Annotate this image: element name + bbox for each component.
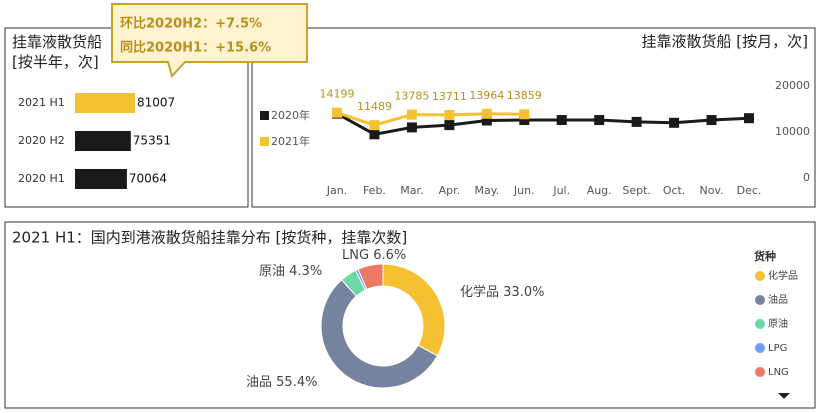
annotation: 同比2020H1：+15.6% [120, 40, 271, 56]
point [669, 117, 680, 128]
point [406, 109, 417, 120]
legend-label: 2020年 [271, 108, 310, 122]
x-tick-label: Dec. [737, 184, 762, 197]
line [336, 112, 750, 136]
x-tick-label: May. [474, 184, 499, 197]
data-label-name: LNG [342, 248, 369, 263]
x-tick-label: Jun. [513, 184, 535, 197]
value-label: 81007 [137, 96, 175, 110]
data-label-value: 6.6% [373, 248, 406, 263]
value-label: 13711 [432, 90, 467, 103]
scroll-arrow [778, 393, 790, 399]
slice [382, 263, 446, 357]
y-tick-label: 20000 [775, 79, 810, 92]
data-label: 原油 4.3% [259, 264, 322, 279]
data-label-name: 原油 [259, 264, 285, 279]
legend-swatch [755, 343, 765, 353]
point [481, 108, 492, 119]
callout [111, 3, 308, 78]
legend-label: 油品 [768, 293, 788, 306]
point [444, 120, 455, 131]
point [332, 107, 342, 118]
legend-label: LPG [768, 343, 787, 354]
point [556, 115, 567, 126]
point [481, 115, 492, 126]
value-label: 13785 [394, 90, 429, 103]
bar [75, 169, 127, 189]
data-label: 化学品 33.0% [460, 284, 544, 300]
point [744, 113, 754, 124]
category-label: 2020 H2 [18, 134, 65, 147]
x-tick-label: Jul. [552, 184, 570, 197]
bar [75, 93, 135, 113]
legend-swatch [755, 295, 765, 305]
value-label: 75351 [133, 134, 171, 148]
point [594, 115, 605, 126]
chart-title: 2021 H1：国内到港液散货船挂靠分布 [按货种，挂靠次数] [12, 229, 407, 247]
data-label: 油品 55.4% [246, 375, 317, 390]
x-tick-label: Feb. [363, 184, 386, 197]
annotation: 环比2020H2：+7.5% [120, 16, 262, 32]
legend-swatch [755, 367, 765, 377]
value-label: 70064 [129, 172, 167, 186]
legend-swatch [755, 319, 765, 329]
value-label: 14199 [320, 88, 355, 101]
chart-title: 挂靠液散货船 [按半年，次] [12, 33, 102, 71]
legend-swatch [755, 271, 765, 281]
data-label: LNG 6.6% [342, 248, 406, 263]
line [336, 111, 525, 127]
data-label-name: 化学品 [460, 284, 499, 300]
point [519, 115, 530, 126]
y-tick-label: 0 [803, 171, 810, 184]
point [519, 109, 530, 120]
point [406, 122, 417, 133]
value-label: 11489 [357, 100, 392, 113]
point [369, 120, 380, 131]
legend-title: 货种 [753, 249, 776, 263]
panel [251, 27, 816, 208]
data-label-value: 55.4% [276, 375, 317, 390]
legend-label: 原油 [768, 317, 788, 330]
point [631, 116, 642, 127]
slice [320, 279, 439, 389]
legend-swatch [260, 111, 269, 120]
legend-swatch [260, 137, 269, 146]
chart-title: 挂靠液散货船 [按月，次] [642, 33, 808, 51]
data-label-value: 33.0% [503, 285, 544, 300]
slice [357, 263, 384, 291]
x-tick-label: Nov. [699, 184, 723, 197]
x-tick-label: Sept. [622, 184, 651, 197]
x-tick-label: Aug. [587, 184, 612, 197]
value-label: 13964 [469, 89, 504, 102]
legend-label: LNG [768, 367, 789, 378]
data-label-name: 油品 [246, 375, 272, 390]
y-tick-label: 10000 [775, 125, 810, 138]
value-label: 13859 [507, 89, 542, 102]
point [706, 115, 717, 126]
category-label: 2020 H1 [18, 172, 65, 185]
x-tick-label: Mar. [400, 184, 423, 197]
x-tick-label: Oct. [663, 184, 686, 197]
panel [4, 221, 816, 409]
bar [75, 131, 131, 151]
legend-label: 化学品 [768, 269, 798, 282]
category-label: 2021 H1 [18, 96, 65, 109]
title-line: 挂靠液散货船 [12, 33, 102, 51]
data-label-value: 4.3% [289, 264, 322, 279]
point [369, 129, 380, 140]
x-tick-label: Apr. [439, 184, 461, 197]
legend-label: 2021年 [271, 134, 310, 148]
x-tick-label: Jan. [326, 184, 347, 197]
point [444, 109, 455, 120]
title-line: [按半年，次] [12, 53, 99, 71]
